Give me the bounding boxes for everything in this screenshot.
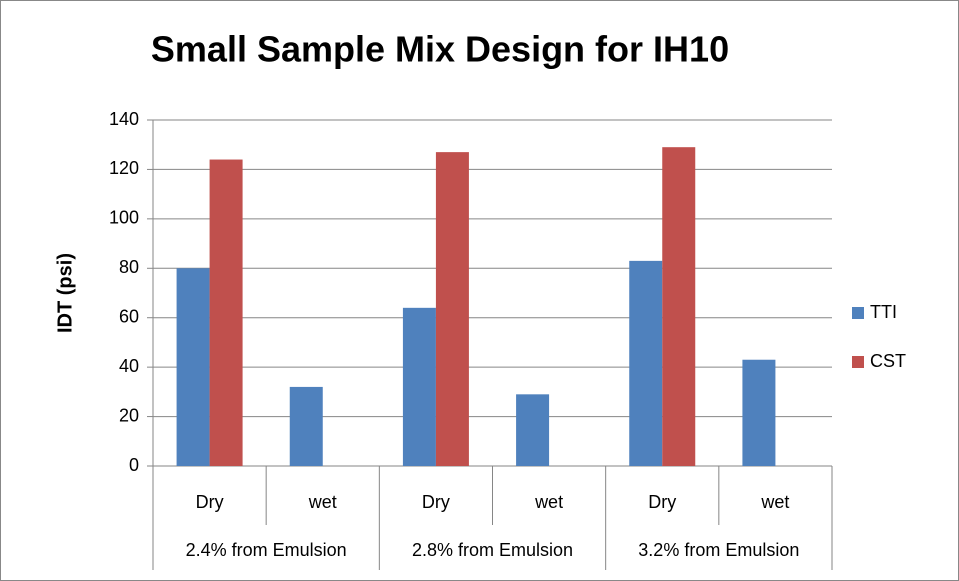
x-tick-label: Dry [648, 492, 676, 512]
group-label: 2.8% from Emulsion [412, 540, 573, 560]
legend-label: TTI [870, 302, 897, 322]
y-tick-label: 140 [109, 109, 139, 129]
bar [289, 386, 323, 466]
group-label: 3.2% from Emulsion [638, 540, 799, 560]
y-axis-label: IDT (psi) [54, 253, 76, 333]
y-tick-label: 80 [119, 257, 139, 277]
bar [629, 260, 663, 466]
y-tick-label: 0 [129, 455, 139, 475]
x-tick-label: wet [760, 492, 789, 512]
chart-title: Small Sample Mix Design for IH10 [151, 29, 729, 70]
legend-swatch [852, 356, 864, 368]
bar [435, 152, 469, 466]
bar [176, 268, 210, 466]
bar [662, 147, 696, 466]
group-label: 2.4% from Emulsion [186, 540, 347, 560]
x-tick-label: Dry [422, 492, 450, 512]
legend-swatch [852, 307, 864, 319]
y-tick-label: 120 [109, 158, 139, 178]
bar [516, 394, 550, 466]
bar [209, 159, 243, 467]
y-tick-label: 20 [119, 405, 139, 425]
y-tick-label: 100 [109, 208, 139, 228]
bar [402, 307, 436, 466]
y-tick-label: 40 [119, 356, 139, 376]
legend-label: CST [870, 351, 906, 371]
y-tick-label: 60 [119, 306, 139, 326]
x-tick-label: wet [534, 492, 563, 512]
bar [742, 359, 776, 466]
x-tick-label: Dry [196, 492, 224, 512]
x-tick-label: wet [308, 492, 337, 512]
